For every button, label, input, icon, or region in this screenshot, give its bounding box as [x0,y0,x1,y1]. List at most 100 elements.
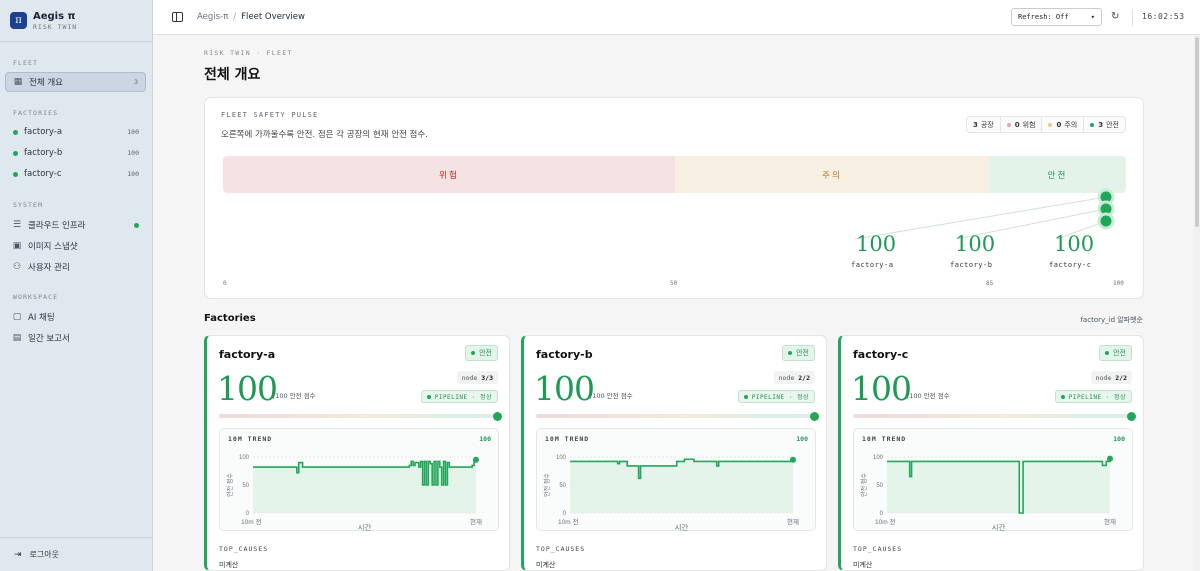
trend-value: 100 [1113,435,1125,443]
top-causes-label: TOP_CAUSES [853,545,903,553]
sidebar-item-cloud-infra[interactable]: ☰ 클라우드 인프라 [5,215,146,235]
sidebar-item-overview[interactable]: ▦ 전체 개요 3 [5,72,146,92]
status-dot [13,129,18,135]
divider [1132,9,1133,26]
app-subtitle: RISK TWIN [33,22,78,31]
y-tick-label: 0 [246,511,250,517]
trend-label: 10M TREND [228,435,273,443]
y-axis-label: 안전 점수 [543,473,551,497]
sidebar-item-factory-a[interactable]: factory-a 100 [5,122,146,142]
scrollbar-thumb[interactable] [1195,37,1199,227]
count-danger: 0 위험 [999,117,1042,132]
sidebar-item-factory-c[interactable]: factory-c 100 [5,164,146,184]
factory-score: 100 [127,128,139,136]
score-label: /100 안전 점수 [273,392,316,400]
users-icon: ⚇ [12,262,22,272]
sidebar: π Aegis π RISK TWIN FLEET ▦ 전체 개요 3 FACT… [0,0,153,571]
pipeline-badge: PIPELINE · 정상 [420,390,498,403]
sidebar-item-factory-b[interactable]: factory-b 100 [5,143,146,163]
trend-line [887,458,1111,514]
trend-value: 100 [796,435,808,443]
pulse-markers [854,188,1115,240]
factory-a-pulse-label: factory-a [851,261,894,269]
factory-name[interactable]: factory-a [219,348,276,361]
axis-tick: 85 [986,280,994,287]
score-label: /100 안전 점수 [907,392,950,400]
section-workspace: WORKSPACE [13,293,59,301]
sidebar-item-daily-report[interactable]: ▤ 일간 보고서 [5,328,146,348]
sidebar-item-ai-chat[interactable]: ▢ AI 채팅 [5,307,146,327]
factory-name[interactable]: factory-b [536,348,593,361]
trend-current-point [790,456,796,463]
section-system: SYSTEM [13,201,44,209]
factories-heading: Factories [204,313,256,324]
trend-line [570,458,794,480]
factory-card[interactable]: factory-a 안전 100 /100 안전 점수 node 3/3 PIPE… [204,335,510,571]
trend-panel: 10M TREND 100 100 50 0 안전 점수 10m 전 시간 현재 [853,428,1133,532]
trend-current-point [473,456,479,463]
logout-button[interactable]: ⇥ 로그아웃 [0,537,153,571]
y-axis-label: 안전 점수 [226,473,234,497]
status-badge: 안전 [465,345,498,361]
sidebar-toggle-icon[interactable] [172,12,183,22]
status-badge: 안전 [782,345,815,361]
section-fleet: FLEET [13,59,39,67]
y-tick-label: 100 [873,455,884,461]
pipeline-badge: PIPELINE · 정상 [1054,390,1132,403]
count-safe: 3 안전 [1083,117,1125,132]
logout-label: 로그아웃 [29,550,59,559]
safety-score: 100 [851,369,912,408]
sidebar-item-image-snapshot[interactable]: ▣ 이미지 스냅샷 [5,236,146,256]
trend-panel: 10M TREND 100 100 50 0 안전 점수 10m 전 시간 현재 [536,428,816,532]
sidebar-item-user-management[interactable]: ⚇ 사용자 관리 [5,257,146,277]
logo-icon: π [10,12,27,29]
chevron-down-icon: ▾ [1090,13,1095,21]
factories-sort[interactable]: factory_id 알파벳순 [1080,316,1143,324]
y-tick-label: 50 [559,483,566,489]
factory-card[interactable]: factory-b 안전 100 /100 안전 점수 node 2/2 PIPE… [521,335,827,571]
safety-zones: 위험 주의 안전 [223,156,1126,193]
refresh-value: Refresh: Off [1018,13,1069,21]
x-tick-label: 10m 전 [241,517,261,526]
x-tick-label: 현재 [787,518,799,526]
breadcrumb-root[interactable]: Aegis-π [197,12,229,22]
y-tick-label: 0 [563,511,567,517]
app-name: Aegis π [33,10,76,22]
topbar: Aegis-π / Fleet Overview Refresh: Off ▾ ↻ … [153,0,1200,35]
sidebar-item-label: 이미지 스냅샷 [28,242,78,252]
x-tick-label: 현재 [470,518,482,526]
breadcrumb-current: Fleet Overview [241,12,305,22]
image-icon: ▣ [12,241,22,251]
factory-b-pulse-score: 100 [955,232,996,256]
trend-line [253,459,477,486]
x-tick-label: 시간 [358,522,372,532]
axis-tick: 0 [223,280,227,287]
refresh-select[interactable]: Refresh: Off ▾ [1011,8,1102,26]
brand[interactable]: π Aegis π RISK TWIN [0,0,152,42]
factory-c-marker[interactable] [1097,212,1115,230]
zone-safe: 안전 [989,156,1126,193]
sidebar-item-label: factory-b [24,148,63,158]
score-label: /100 안전 점수 [590,392,633,400]
grid-icon: ▦ [13,77,23,87]
factory-card[interactable]: factory-c 안전 100 /100 안전 점수 node 2/2 PIPE… [838,335,1144,571]
factory-c-pulse-score: 100 [1054,232,1095,256]
reload-icon[interactable]: ↻ [1111,11,1120,22]
factory-b-pulse-label: factory-b [950,261,993,269]
axis-tick: 50 [670,280,678,287]
scrollbar[interactable] [1194,35,1200,571]
factory-name[interactable]: factory-c [853,348,909,361]
y-tick-label: 100 [239,455,250,461]
score-bar [853,411,1136,421]
trend-chart: 100 50 0 안전 점수 10m 전시간 현재 [860,455,1116,532]
trend-chart: 100 50 0 안전 점수 10m 전시간 현재 [226,455,482,532]
y-tick-label: 50 [242,483,249,489]
node-count: node 2/2 [1090,371,1132,384]
x-tick-label: 10m 전 [558,517,578,526]
sidebar-item-label: 클라우드 인프라 [28,221,86,231]
x-tick-label: 시간 [992,522,1006,532]
x-tick-label: 시간 [675,522,689,532]
safety-score: 100 [217,369,278,408]
